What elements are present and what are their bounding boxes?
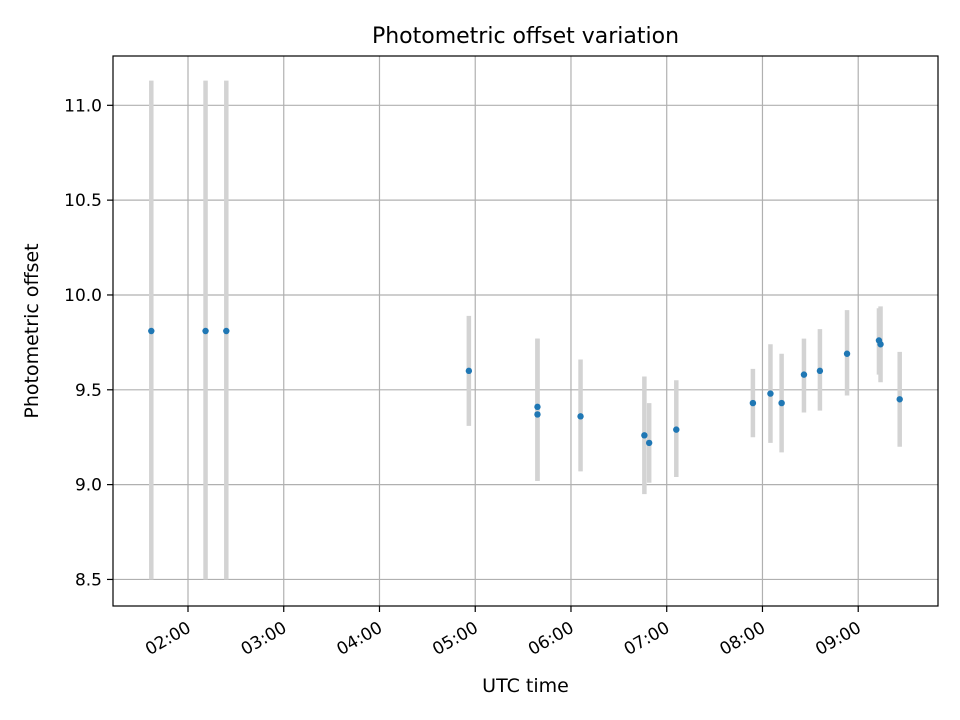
x-tick-label: 09:00 xyxy=(812,618,864,660)
y-tick-label: 8.5 xyxy=(75,570,102,590)
error-bars xyxy=(149,80,902,580)
data-point xyxy=(641,432,648,439)
ticks: 02:00 03:00 04:00 05:00 06:00 07:00 08:00 09:00… xyxy=(64,96,865,660)
y-tick-label: 10.0 xyxy=(64,286,102,306)
data-point xyxy=(223,327,230,335)
y-tick-label: 9.0 xyxy=(75,476,102,496)
y-axis-label: Photometric offset xyxy=(21,243,43,418)
x-tick-label: 02:00 xyxy=(142,618,194,660)
data-point xyxy=(465,367,473,375)
y-tick-label: 11.0 xyxy=(64,96,102,116)
x-tick-label: 06:00 xyxy=(525,618,577,660)
data-point xyxy=(896,396,903,403)
y-tick-label: 10.5 xyxy=(64,191,102,211)
data-point xyxy=(148,327,155,335)
data-point xyxy=(749,399,757,407)
data-point xyxy=(645,439,653,447)
data-point xyxy=(534,411,541,418)
data-point xyxy=(673,426,680,433)
data-point xyxy=(816,367,824,375)
plot-frame xyxy=(112,55,939,607)
chart-title: Photometric offset variation xyxy=(372,24,679,49)
data-point xyxy=(778,399,785,407)
data-point xyxy=(202,327,209,335)
x-tick-label: 07:00 xyxy=(621,618,673,660)
x-axis-label: UTC time xyxy=(482,675,569,697)
grid xyxy=(113,56,938,606)
x-tick-label: 04:00 xyxy=(334,618,386,660)
data-point xyxy=(767,390,774,397)
data-point xyxy=(534,403,541,411)
data-point xyxy=(843,350,851,357)
data-points xyxy=(148,327,903,447)
x-tick-label: 05:00 xyxy=(429,618,481,660)
x-tick-label: 08:00 xyxy=(717,618,769,660)
y-tick-label: 9.5 xyxy=(75,381,102,401)
x-tick-label: 03:00 xyxy=(238,618,290,660)
data-point xyxy=(800,371,808,378)
data-point xyxy=(877,341,884,348)
data-point xyxy=(577,413,584,420)
